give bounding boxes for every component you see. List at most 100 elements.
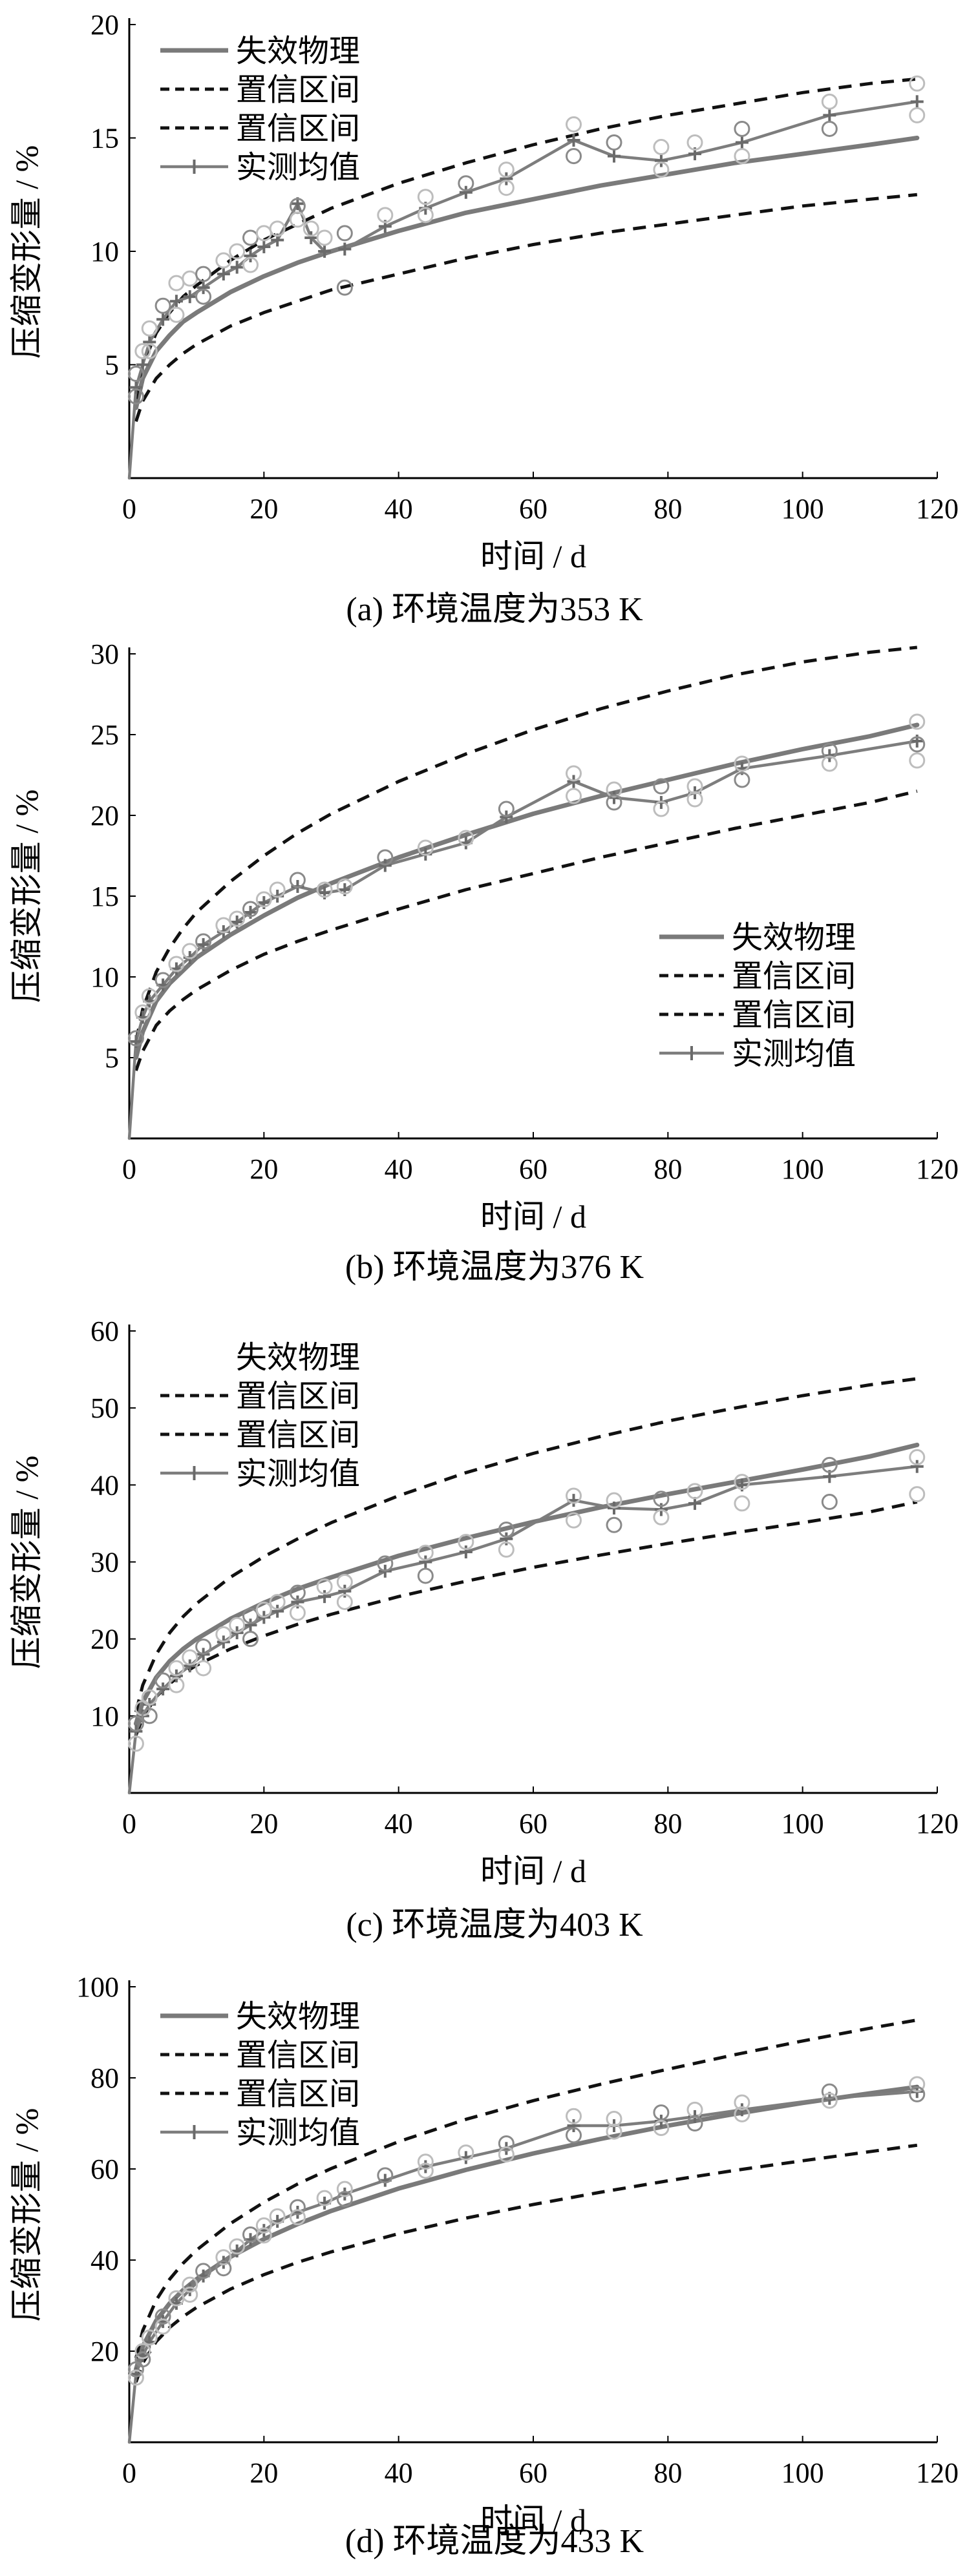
scatter-point: [909, 107, 926, 123]
panel-caption: (c) 环境温度为403 K: [346, 1907, 643, 1943]
x-tick-label: 20: [250, 1808, 278, 1839]
y-tick-label: 5: [105, 350, 119, 381]
y-tick-label: 20: [90, 2336, 119, 2367]
scatter-point: [566, 148, 582, 165]
scatter-point: [289, 2209, 306, 2226]
scatter-point: [909, 1486, 926, 1503]
scatter-point: [566, 788, 582, 804]
chart-panel-3: 0 20 40 60 80 100 120 10 20 30 40 50 60 时间 / d 压缩变形量 /…: [8, 1315, 959, 1943]
x-tick-label: 100: [781, 2457, 824, 2489]
scatter-point: [498, 180, 515, 196]
scatter-point: [229, 2238, 246, 2255]
scatter-point: [336, 878, 353, 895]
scatter-point: [734, 755, 750, 772]
legend-label: 置信区间: [732, 959, 856, 994]
scatter-point: [417, 1544, 434, 1561]
scatter-point: [303, 220, 319, 237]
series-line-lower: [134, 1500, 918, 1736]
x-tick-label: 0: [122, 2457, 136, 2489]
scatter-point: [498, 162, 515, 178]
legend-label: 失效物理: [236, 2000, 360, 2034]
legend-label: 置信区间: [732, 998, 856, 1032]
scatter-point: [229, 1617, 246, 1633]
scatter-point: [734, 1474, 750, 1491]
scatter-point: [168, 1660, 185, 1677]
series-line-upper: [134, 1377, 918, 1713]
scatter-point: [195, 1639, 212, 1655]
scatter-point: [734, 120, 750, 137]
x-tick-label: 40: [385, 1153, 413, 1185]
y-axis-label: 压缩变形量 / %: [8, 1456, 45, 1670]
x-axis-label: 时间 / d: [480, 1199, 586, 1235]
x-tick-label: 80: [654, 1808, 682, 1839]
scatter-point: [417, 1567, 434, 1584]
scatter-point: [168, 275, 185, 291]
y-axis-label: 压缩变形量 / %: [8, 790, 45, 1003]
scatter-point: [289, 872, 306, 888]
scatter-point: [821, 2092, 838, 2109]
scatter-point: [168, 306, 185, 323]
legend-label: 置信区间: [236, 1418, 360, 1452]
scatter-point: [606, 2123, 622, 2140]
scatter-point: [566, 2127, 582, 2144]
panel-caption: (a) 环境温度为353 K: [346, 591, 643, 628]
scatter-point: [498, 2146, 515, 2162]
scatter-point: [653, 162, 670, 178]
scatter-point: [417, 207, 434, 224]
scatter-point: [242, 257, 259, 273]
scatter-point: [377, 1555, 394, 1572]
scatter-point: [686, 2115, 703, 2131]
x-tick-label: 20: [250, 2457, 278, 2489]
scatter-point: [134, 2351, 151, 2368]
scatter-point: [336, 2191, 353, 2208]
scatter-point: [417, 189, 434, 205]
series-line-mean: [127, 1465, 919, 1795]
y-tick-label: 80: [90, 2062, 119, 2094]
scatter-point: [182, 1649, 198, 1666]
scatter-point: [336, 225, 353, 242]
series-line-lower: [134, 193, 918, 423]
scatter-point: [734, 2094, 750, 2111]
y-tick-label: 20: [90, 1624, 119, 1655]
scatter-point: [653, 2120, 670, 2137]
scatter-point: [686, 134, 703, 151]
scatter-point: [336, 279, 353, 296]
panel-caption: (b) 环境温度为376 K: [345, 1249, 644, 1286]
x-tick-label: 60: [519, 1808, 547, 1839]
legend-label: 置信区间: [236, 112, 360, 146]
x-tick-label: 80: [654, 2457, 682, 2489]
scatter-point: [182, 270, 198, 287]
scatter-point: [127, 388, 144, 405]
scatter-point: [255, 225, 272, 242]
scatter-point: [215, 1626, 232, 1643]
x-tick-label: 120: [916, 1808, 959, 1839]
scatter-point: [255, 1601, 272, 1618]
x-tick-label: 100: [781, 1808, 824, 1839]
scatter-point: [606, 1516, 622, 1533]
scatter-point: [134, 342, 151, 359]
x-tick-label: 0: [122, 493, 136, 525]
scatter-point: [127, 2369, 144, 2386]
scatter-point: [182, 2276, 198, 2293]
scatter-point: [458, 2144, 474, 2161]
scatter-point: [606, 781, 622, 798]
scatter-point: [141, 342, 158, 359]
chart-panel-2: 0 20 40 60 80 100 120 5 10 15 20 25 30 时间 / d 压缩变形量 / …: [8, 638, 959, 1286]
scatter-point: [498, 1541, 515, 1558]
legend-label: 置信区间: [236, 2038, 360, 2073]
scatter-point: [229, 910, 246, 927]
y-tick-label: 15: [90, 123, 119, 154]
x-tick-label: 60: [519, 2457, 547, 2489]
scatter-point: [127, 1735, 144, 1752]
x-tick-label: 20: [250, 1153, 278, 1185]
scatter-point: [182, 943, 198, 959]
x-axis-label: 时间 / d: [480, 2502, 586, 2539]
x-tick-label: 40: [385, 493, 413, 525]
scatter-point: [141, 2329, 158, 2346]
scatter-point: [821, 1456, 838, 1473]
y-tick-label: 30: [90, 638, 119, 670]
x-tick-label: 40: [385, 2457, 413, 2489]
scatter-point: [195, 2263, 212, 2279]
scatter-point: [154, 972, 171, 989]
